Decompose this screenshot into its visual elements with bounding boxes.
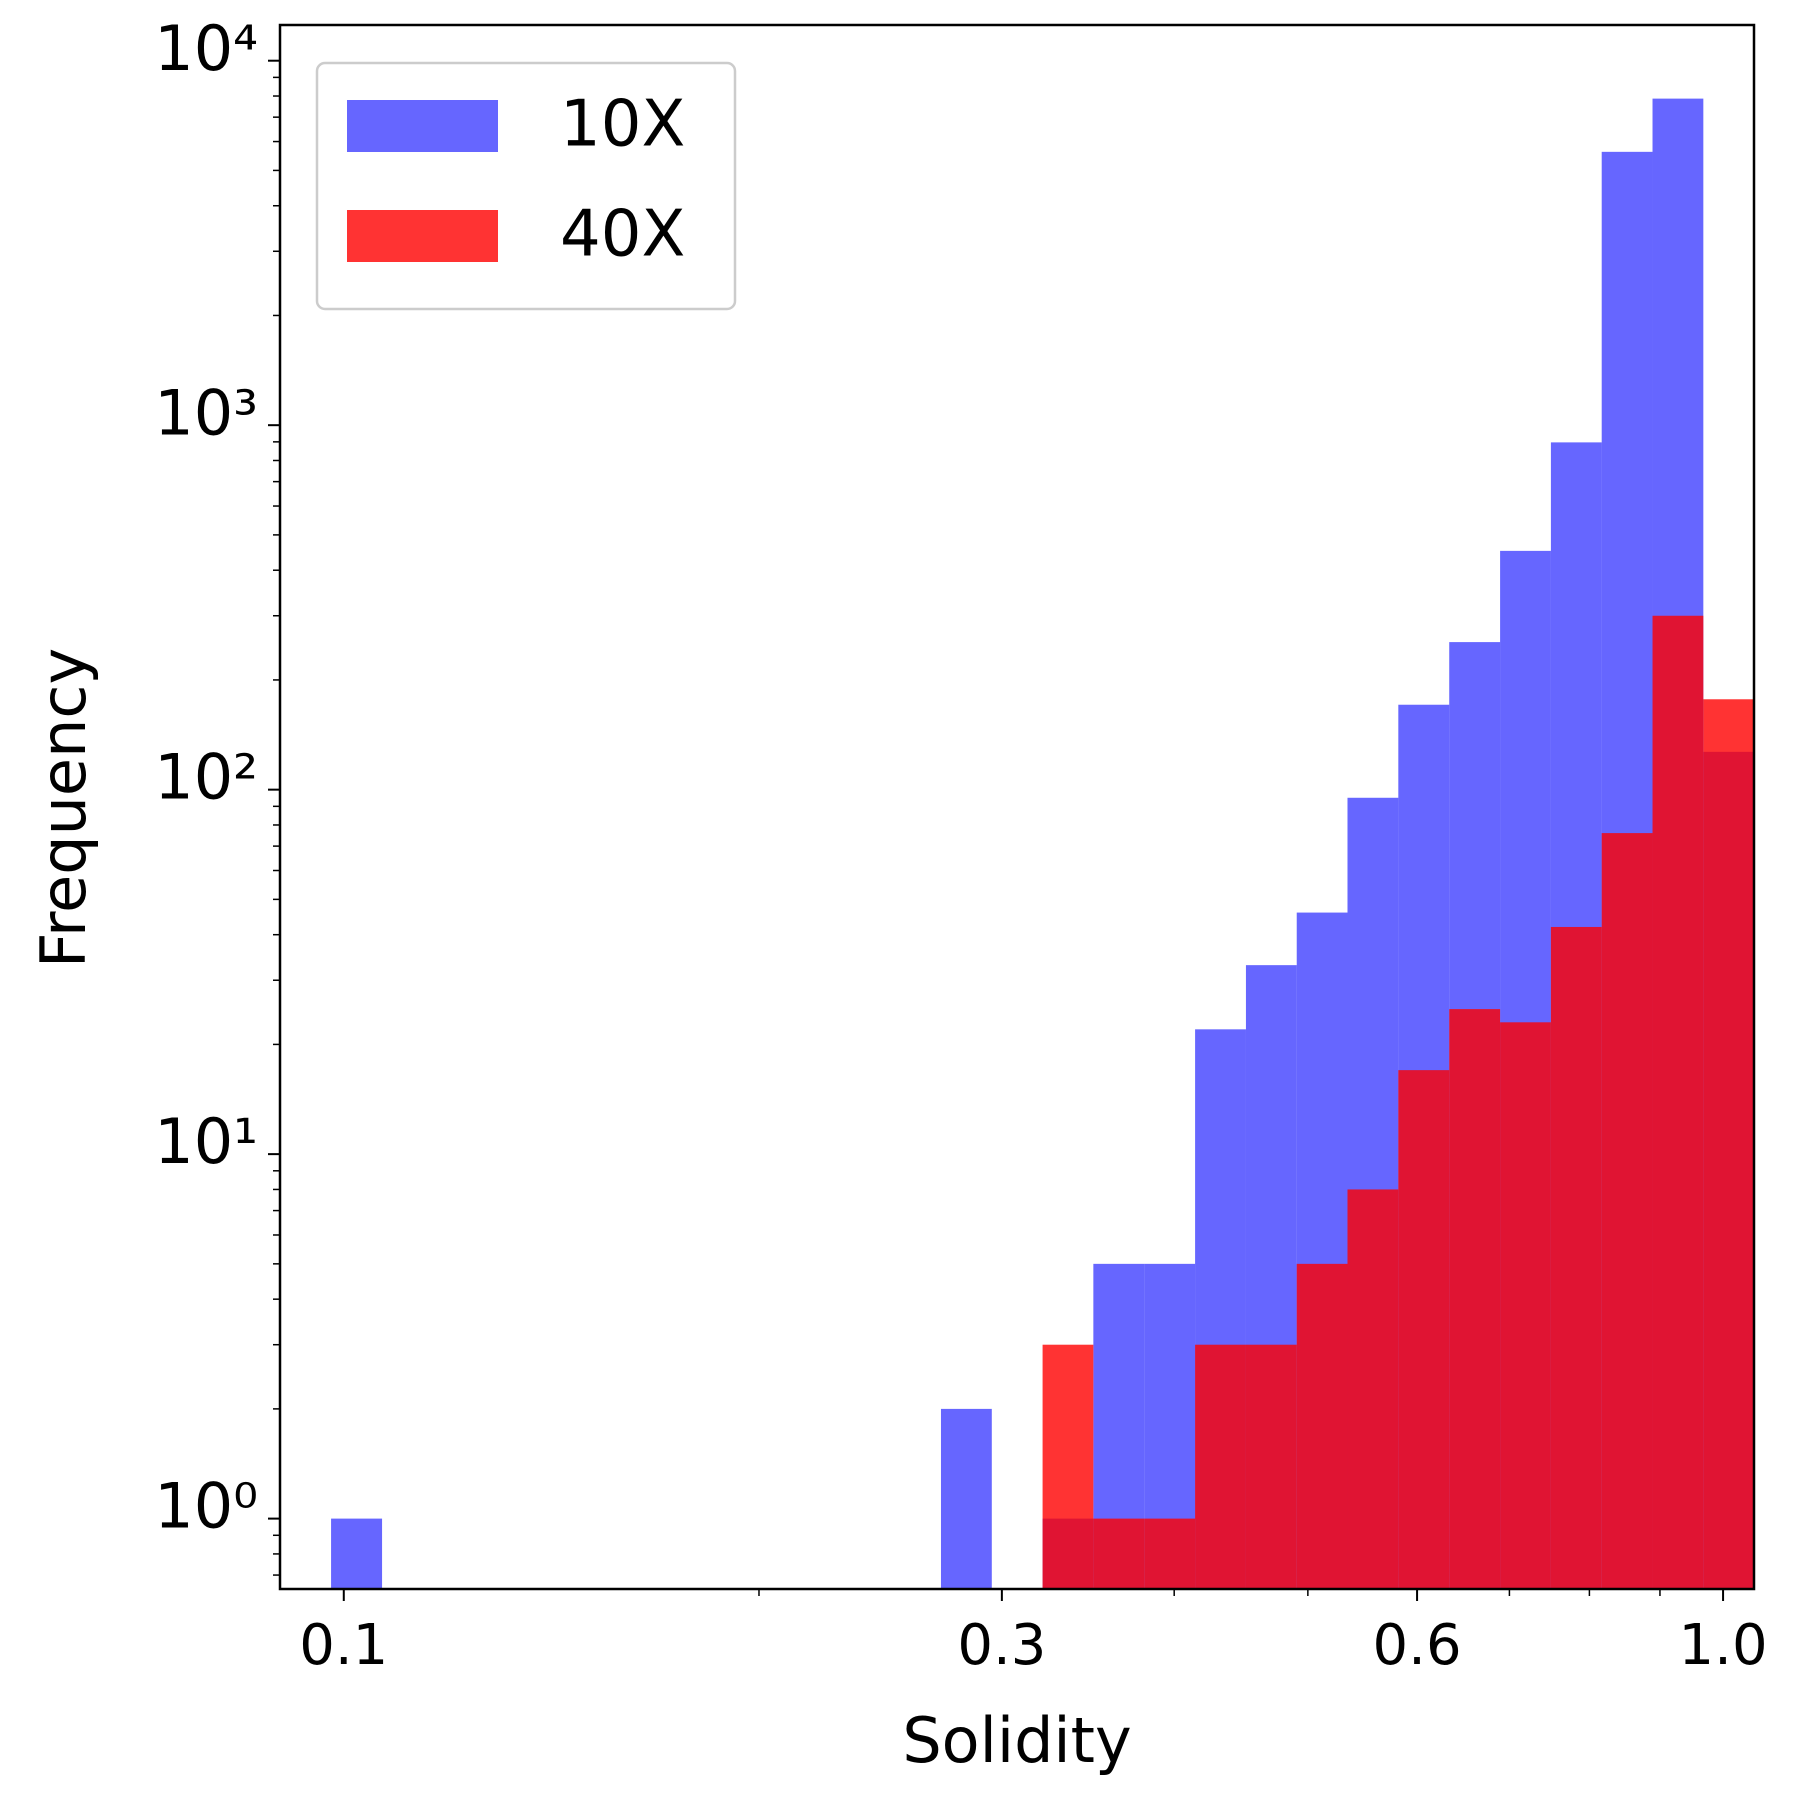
legend-swatch [347,100,498,152]
histogram-bar [940,1408,992,1589]
histogram-bar [1245,1344,1297,1589]
histogram-bar [1093,1518,1145,1589]
y-tick-label: 10¹ [154,1105,258,1178]
histogram-bar [1042,1344,1094,1589]
y-tick-label: 10³ [154,376,258,449]
legend-label: 40X [560,198,685,272]
histogram-bar [1449,1009,1501,1589]
histogram-bar [1601,833,1653,1589]
x-tick-label: 1.0 [1679,1613,1768,1678]
histogram-bar [1144,1518,1196,1589]
y-axis-label: Frequency [27,648,100,968]
histogram-bar [1703,699,1754,1589]
histogram-bar [1296,1263,1348,1589]
histogram-bar [1550,926,1602,1589]
histogram-bar [1652,615,1704,1589]
histogram-bar [1347,1189,1399,1589]
x-tick-label: 0.6 [1373,1613,1462,1678]
y-tick-label: 10⁰ [154,1470,258,1543]
histogram-bar [1195,1344,1246,1589]
y-tick-label: 10⁴ [154,12,258,85]
y-tick-label: 10² [154,741,258,814]
histogram-bar [1398,1070,1450,1589]
x-tick-label: 0.1 [299,1613,388,1678]
x-tick-label: 0.3 [957,1613,1046,1678]
legend-label: 10X [560,88,685,162]
x-axis-label: Solidity [902,1704,1131,1777]
histogram-bar [331,1518,383,1589]
legend-swatch [347,210,498,262]
histogram-bar [1500,1022,1551,1589]
bars [331,98,1754,1590]
